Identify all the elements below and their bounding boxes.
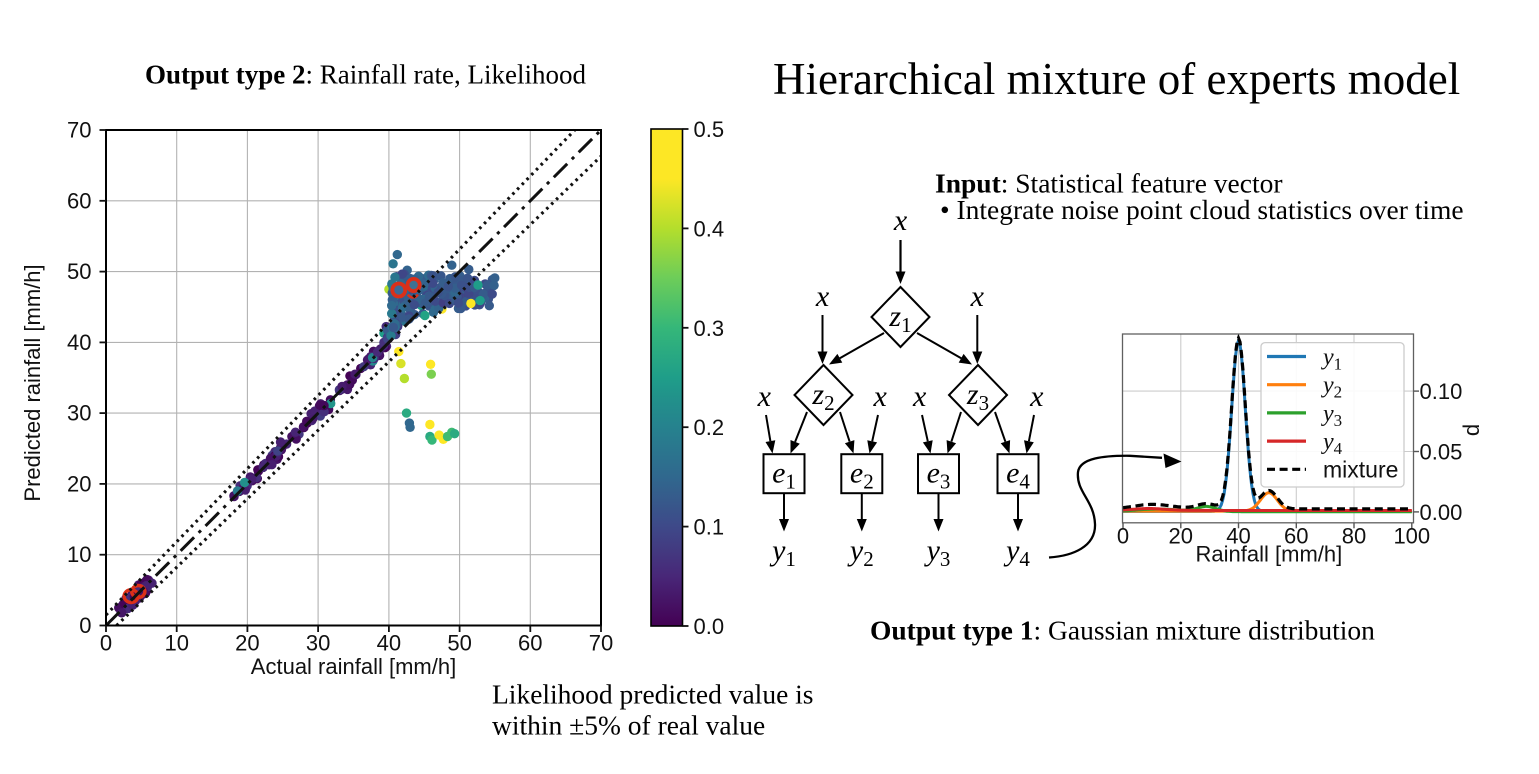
svg-text:x: x [893,204,908,237]
svg-text:0: 0 [79,613,91,638]
svg-text:within ±5% of real value: within ±5% of real value [492,710,765,741]
svg-text:• Integrate noise point cloud: • Integrate noise point cloud statistics… [940,194,1464,225]
svg-text:p: p [1462,424,1487,436]
svg-text:50: 50 [67,259,91,284]
svg-text:0.3: 0.3 [694,316,725,341]
svg-text:100: 100 [1393,524,1430,549]
svg-text:Output type 2: Rainfall rate,: Output type 2: Rainfall rate, Likelihood [145,60,586,90]
svg-text:0: 0 [1117,524,1129,549]
svg-text:Likelihood predicted value is: Likelihood predicted value is [492,679,814,710]
svg-text:30: 30 [67,401,91,426]
svg-text:10: 10 [67,542,91,567]
svg-text:Input: Statistical feature vec: Input: Statistical feature vector [935,168,1283,199]
svg-text:20: 20 [235,631,259,656]
svg-text:60: 60 [67,188,91,213]
svg-text:60: 60 [518,631,542,656]
svg-text:x: x [873,380,888,413]
svg-text:30: 30 [306,631,330,656]
svg-text:mixture: mixture [1323,456,1398,482]
svg-text:10: 10 [164,631,188,656]
svg-text:x: x [815,280,830,313]
svg-text:0.4: 0.4 [694,216,725,241]
svg-text:Predicted rainfall [mm/h]: Predicted rainfall [mm/h] [20,264,45,501]
svg-text:Output type 1: Gaussian mixtur: Output type 1: Gaussian mixture distribu… [870,615,1375,646]
svg-text:60: 60 [1284,524,1308,549]
svg-text:x: x [912,380,927,413]
svg-text:70: 70 [67,118,91,143]
svg-text:40: 40 [377,631,401,656]
svg-text:x: x [1029,380,1044,413]
svg-text:0.5: 0.5 [694,117,725,142]
svg-text:0.0: 0.0 [694,614,725,639]
svg-text:40: 40 [1226,524,1250,549]
svg-text:20: 20 [1169,524,1193,549]
svg-text:70: 70 [589,631,613,656]
svg-text:0.1: 0.1 [694,515,725,540]
svg-text:0.05: 0.05 [1420,440,1463,465]
svg-text:0.10: 0.10 [1420,379,1463,404]
svg-text:50: 50 [447,631,471,656]
svg-text:20: 20 [67,471,91,496]
svg-text:0.2: 0.2 [694,415,725,440]
svg-text:40: 40 [67,330,91,355]
svg-text:Actual rainfall [mm/h]: Actual rainfall [mm/h] [251,654,456,679]
svg-text:x: x [970,280,985,313]
svg-text:0.00: 0.00 [1420,500,1463,525]
svg-text:Hierarchical mixture of expert: Hierarchical mixture of experts model [773,54,1460,104]
svg-text:80: 80 [1342,524,1366,549]
svg-text:Rainfall [mm/h]: Rainfall [mm/h] [1196,542,1343,567]
svg-text:0: 0 [100,631,112,656]
svg-text:x: x [757,380,772,413]
